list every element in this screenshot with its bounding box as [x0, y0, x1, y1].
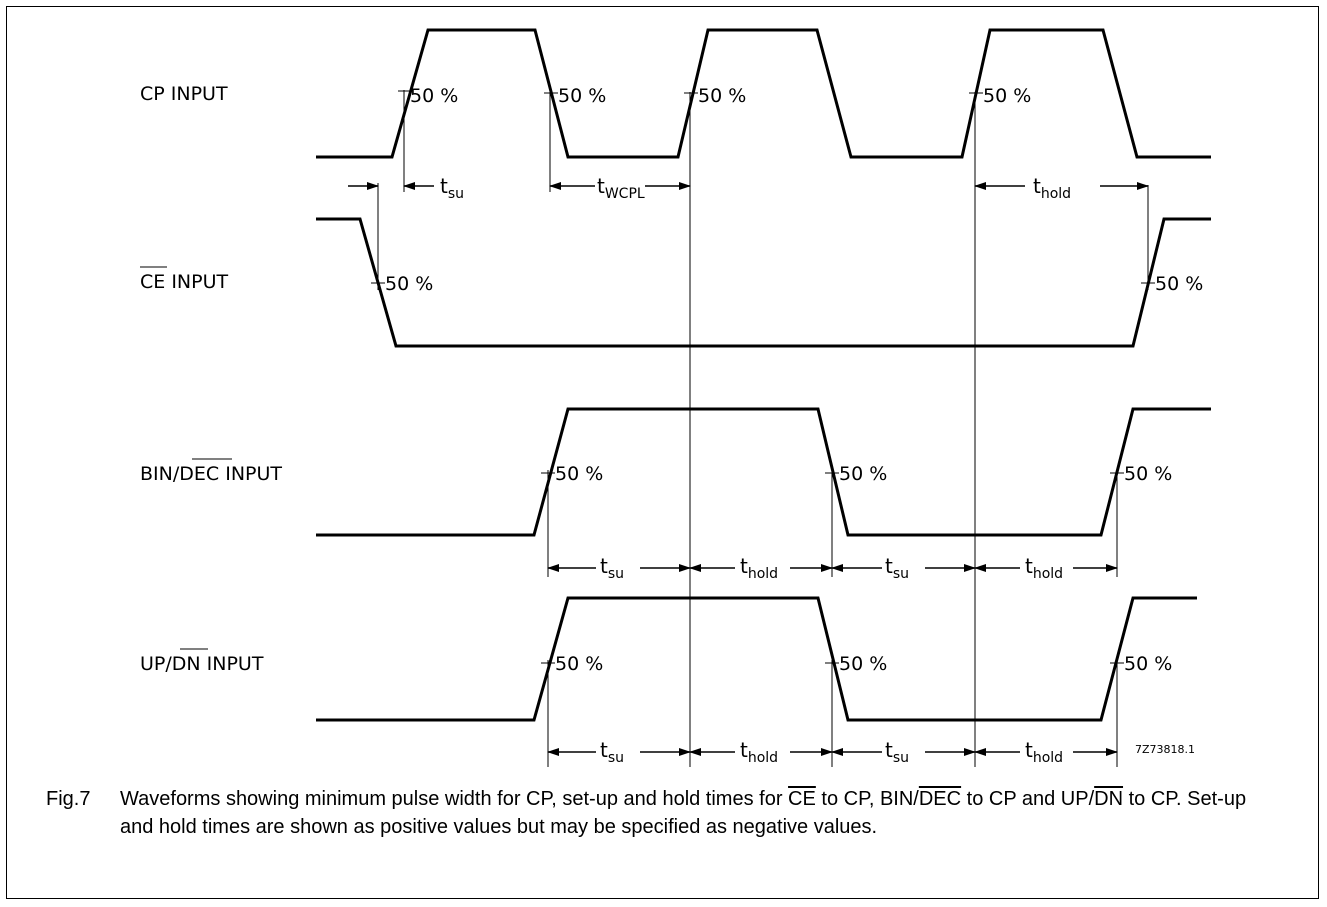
ce-waveform: [316, 217, 1211, 348]
svg-text:tsu: tsu: [885, 554, 909, 582]
svg-text:thold: thold: [1025, 554, 1063, 582]
up-dn-setup-annotation: tsu: [547, 738, 691, 766]
svg-text:thold: thold: [740, 738, 778, 766]
cp-low-width-annotation: tWCPL: [549, 174, 691, 202]
threshold-label: 50 %: [1124, 653, 1172, 675]
svg-text:thold: thold: [740, 554, 778, 582]
svg-text:thold: thold: [1033, 174, 1071, 202]
up-dn-input-label: UP/DN INPUT: [140, 648, 264, 675]
bin-dec-input-label: BIN/DEC INPUT: [140, 458, 282, 485]
up-dn-waveform: [316, 596, 1197, 722]
bin-dec-setup-annotation: tsu: [831, 554, 976, 582]
threshold-label: 50 %: [839, 463, 887, 485]
threshold-label: 50 %: [983, 85, 1031, 107]
bin-dec-hold-annotation: thold: [689, 554, 833, 582]
threshold-label: 50 %: [410, 85, 458, 107]
caption-text: Waveforms showing minimum pulse width fo…: [120, 788, 1247, 838]
svg-text:thold: thold: [1025, 738, 1063, 766]
svg-text:tsu: tsu: [885, 738, 909, 766]
threshold-label: 50 %: [839, 653, 887, 675]
threshold-ticks: [371, 90, 1155, 664]
threshold-label: 50 %: [385, 273, 433, 295]
threshold-label: 50 %: [555, 653, 603, 675]
svg-text:tsu: tsu: [600, 738, 624, 766]
drawing-code: 7Z73818.1: [1135, 743, 1195, 756]
ce-input-label: CE INPUT: [140, 266, 229, 293]
svg-text:UP/DN INPUT: UP/DN INPUT: [140, 653, 264, 675]
threshold-label: 50 %: [558, 85, 606, 107]
up-dn-hold-annotation: thold: [974, 738, 1118, 766]
ce-setup-annotation: tsu: [348, 174, 464, 202]
up-dn-hold-annotation: thold: [689, 738, 833, 766]
figure-number: Fig.7: [46, 788, 91, 810]
bin-dec-hold-annotation: thold: [974, 554, 1118, 582]
threshold-label: 50 %: [698, 85, 746, 107]
figure-frame: [6, 6, 1319, 899]
up-dn-setup-annotation: tsu: [831, 738, 976, 766]
svg-text:tsu: tsu: [440, 174, 464, 202]
svg-text:tWCPL: tWCPL: [597, 174, 645, 202]
bin-dec-setup-annotation: tsu: [547, 554, 691, 582]
bin-dec-waveform: [316, 407, 1211, 537]
threshold-label: 50 %: [555, 463, 603, 485]
ce-hold-annotation: thold: [974, 174, 1149, 202]
cp-waveform: [316, 28, 1211, 159]
threshold-label: 50 %: [1155, 273, 1203, 295]
cp-input-label: CP INPUT: [140, 83, 228, 105]
svg-text:tsu: tsu: [600, 554, 624, 582]
threshold-label: 50 %: [1124, 463, 1172, 485]
svg-text:CE INPUT: CE INPUT: [140, 271, 229, 293]
svg-text:BIN/DEC INPUT: BIN/DEC INPUT: [140, 463, 282, 485]
